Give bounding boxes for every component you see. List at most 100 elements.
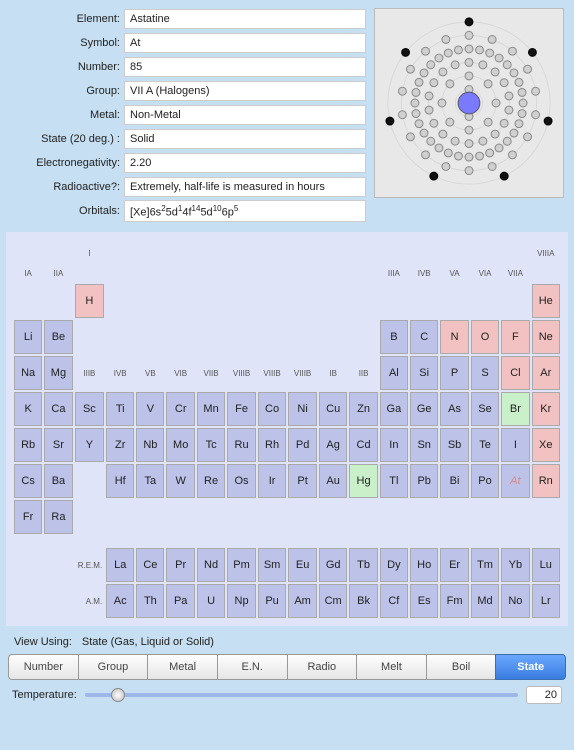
element-Y[interactable]: Y <box>75 428 105 462</box>
element-Fm[interactable]: Fm <box>440 584 468 618</box>
element-Pb[interactable]: Pb <box>410 464 438 498</box>
element-Na[interactable]: Na <box>14 356 42 390</box>
element-U[interactable]: U <box>197 584 225 618</box>
element-Ga[interactable]: Ga <box>380 392 408 426</box>
element-No[interactable]: No <box>501 584 529 618</box>
element-Er[interactable]: Er <box>440 548 468 582</box>
element-Zr[interactable]: Zr <box>106 428 134 462</box>
element-Np[interactable]: Np <box>227 584 256 618</box>
element-Bi[interactable]: Bi <box>440 464 468 498</box>
element-Te[interactable]: Te <box>471 428 499 462</box>
element-Tc[interactable]: Tc <box>197 428 225 462</box>
element-Se[interactable]: Se <box>471 392 499 426</box>
element-Sn[interactable]: Sn <box>410 428 438 462</box>
element-Pd[interactable]: Pd <box>288 428 317 462</box>
element-Fr[interactable]: Fr <box>14 500 42 534</box>
element-Pa[interactable]: Pa <box>166 584 194 618</box>
element-Ac[interactable]: Ac <box>106 584 134 618</box>
element-Hg[interactable]: Hg <box>349 464 377 498</box>
element-As[interactable]: As <box>440 392 468 426</box>
element-Cr[interactable]: Cr <box>166 392 194 426</box>
element-Sm[interactable]: Sm <box>258 548 287 582</box>
element-Kr[interactable]: Kr <box>532 392 561 426</box>
element-Re[interactable]: Re <box>197 464 225 498</box>
element-F[interactable]: F <box>501 320 529 354</box>
element-Pr[interactable]: Pr <box>166 548 194 582</box>
element-Rn[interactable]: Rn <box>532 464 561 498</box>
element-V[interactable]: V <box>136 392 164 426</box>
element-In[interactable]: In <box>380 428 408 462</box>
element-Gd[interactable]: Gd <box>319 548 348 582</box>
element-Pu[interactable]: Pu <box>258 584 287 618</box>
element-Po[interactable]: Po <box>471 464 499 498</box>
element-Lu[interactable]: Lu <box>532 548 561 582</box>
element-Es[interactable]: Es <box>410 584 438 618</box>
tab-radio[interactable]: Radio <box>287 654 357 680</box>
element-Md[interactable]: Md <box>471 584 499 618</box>
tab-melt[interactable]: Melt <box>356 654 426 680</box>
element-P[interactable]: P <box>440 356 468 390</box>
element-Pm[interactable]: Pm <box>227 548 256 582</box>
element-Nd[interactable]: Nd <box>197 548 225 582</box>
element-Sc[interactable]: Sc <box>75 392 105 426</box>
element-K[interactable]: K <box>14 392 42 426</box>
element-Eu[interactable]: Eu <box>288 548 317 582</box>
element-Si[interactable]: Si <box>410 356 438 390</box>
element-Nb[interactable]: Nb <box>136 428 164 462</box>
element-Mg[interactable]: Mg <box>44 356 72 390</box>
element-Ar[interactable]: Ar <box>532 356 561 390</box>
element-Co[interactable]: Co <box>258 392 287 426</box>
element-Bk[interactable]: Bk <box>349 584 377 618</box>
element-Am[interactable]: Am <box>288 584 317 618</box>
element-Ba[interactable]: Ba <box>44 464 72 498</box>
element-Cu[interactable]: Cu <box>319 392 348 426</box>
element-Ra[interactable]: Ra <box>44 500 72 534</box>
element-Mn[interactable]: Mn <box>197 392 225 426</box>
element-Ho[interactable]: Ho <box>410 548 438 582</box>
element-Au[interactable]: Au <box>319 464 348 498</box>
tab-state[interactable]: State <box>495 654 566 680</box>
element-Al[interactable]: Al <box>380 356 408 390</box>
element-Cl[interactable]: Cl <box>501 356 529 390</box>
element-I[interactable]: I <box>501 428 529 462</box>
element-Ru[interactable]: Ru <box>227 428 256 462</box>
element-W[interactable]: W <box>166 464 194 498</box>
element-Sb[interactable]: Sb <box>440 428 468 462</box>
element-O[interactable]: O <box>471 320 499 354</box>
element-Ni[interactable]: Ni <box>288 392 317 426</box>
element-B[interactable]: B <box>380 320 408 354</box>
element-Mo[interactable]: Mo <box>166 428 194 462</box>
element-Xe[interactable]: Xe <box>532 428 561 462</box>
element-Be[interactable]: Be <box>44 320 72 354</box>
element-Ag[interactable]: Ag <box>319 428 348 462</box>
element-Ca[interactable]: Ca <box>44 392 72 426</box>
element-Cf[interactable]: Cf <box>380 584 408 618</box>
element-H[interactable]: H <box>75 284 105 318</box>
element-Li[interactable]: Li <box>14 320 42 354</box>
tab-group[interactable]: Group <box>78 654 148 680</box>
element-Rb[interactable]: Rb <box>14 428 42 462</box>
element-Cd[interactable]: Cd <box>349 428 377 462</box>
element-S[interactable]: S <box>471 356 499 390</box>
element-C[interactable]: C <box>410 320 438 354</box>
element-Tm[interactable]: Tm <box>471 548 499 582</box>
element-Dy[interactable]: Dy <box>380 548 408 582</box>
element-Ce[interactable]: Ce <box>136 548 164 582</box>
element-Os[interactable]: Os <box>227 464 256 498</box>
element-Yb[interactable]: Yb <box>501 548 529 582</box>
element-Ir[interactable]: Ir <box>258 464 287 498</box>
element-Tb[interactable]: Tb <box>349 548 377 582</box>
tab-boil[interactable]: Boil <box>426 654 496 680</box>
element-Hf[interactable]: Hf <box>106 464 134 498</box>
element-Rh[interactable]: Rh <box>258 428 287 462</box>
element-Pt[interactable]: Pt <box>288 464 317 498</box>
element-Cm[interactable]: Cm <box>319 584 348 618</box>
element-At[interactable]: At <box>501 464 529 498</box>
element-Ti[interactable]: Ti <box>106 392 134 426</box>
temperature-slider[interactable] <box>85 686 518 704</box>
element-Fe[interactable]: Fe <box>227 392 256 426</box>
element-Zn[interactable]: Zn <box>349 392 377 426</box>
element-La[interactable]: La <box>106 548 134 582</box>
element-Ne[interactable]: Ne <box>532 320 561 354</box>
element-Th[interactable]: Th <box>136 584 164 618</box>
